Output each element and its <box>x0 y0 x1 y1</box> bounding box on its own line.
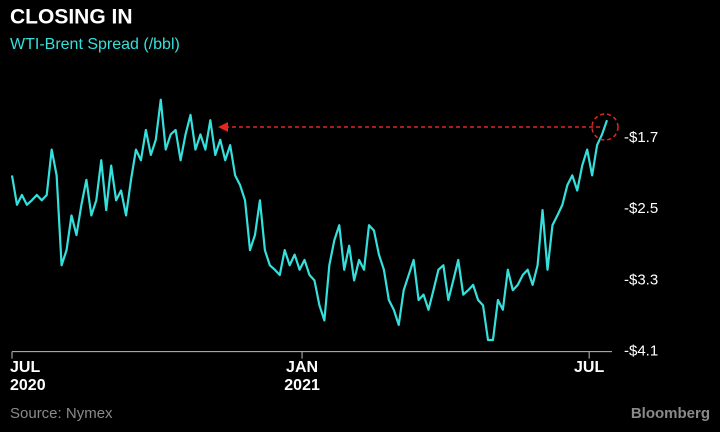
y-tick-label: -$4.1 <box>624 343 658 360</box>
annotation-arrowhead <box>218 122 228 132</box>
annotation-circle <box>591 113 619 141</box>
chart-title: CLOSING IN <box>10 6 133 29</box>
brand: Bloomberg <box>631 405 710 422</box>
y-tick-label: -$3.3 <box>624 271 658 288</box>
y-tick-label: -$1.7 <box>624 129 658 146</box>
x-tick-year: 2021 <box>284 377 320 394</box>
annotation <box>218 113 619 141</box>
x-tick-label: JUL <box>10 359 40 376</box>
source: Source: Nymex <box>10 405 113 422</box>
x-tick-label: JUL <box>574 359 604 376</box>
y-tick-label: -$2.5 <box>624 200 658 217</box>
x-tick-label: JAN <box>286 359 318 376</box>
chart-subtitle: WTI-Brent Spread (/bbl) <box>10 36 180 53</box>
x-tick-year: 2020 <box>10 377 46 394</box>
data-line <box>10 98 609 342</box>
